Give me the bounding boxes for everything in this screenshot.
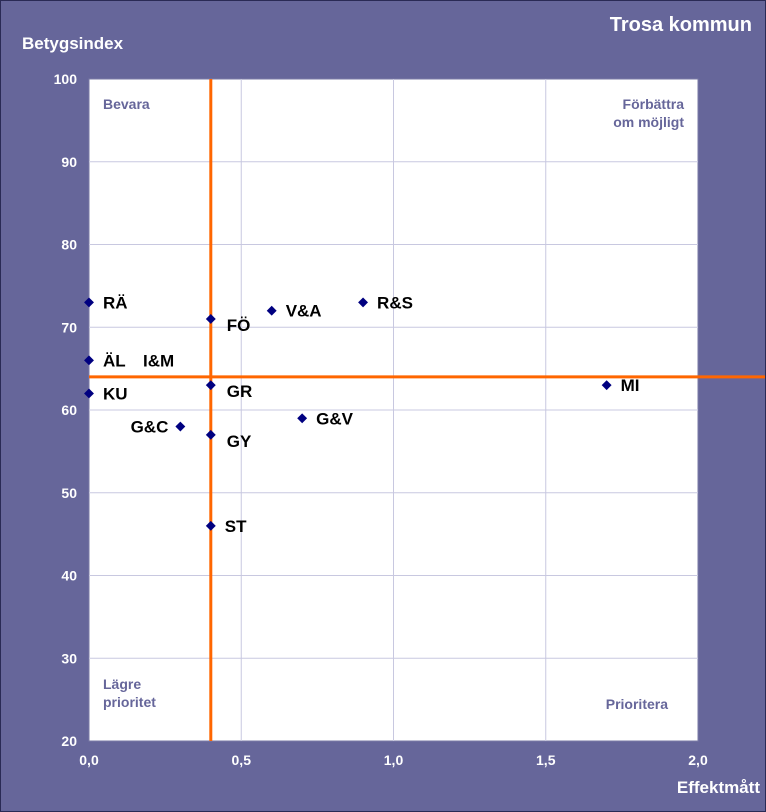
data-point	[175, 421, 186, 432]
data-point-label: ÄL	[103, 351, 126, 370]
y-tick-label: 90	[61, 154, 77, 170]
y-tick-label: 60	[61, 402, 77, 418]
x-tick-label: 0,0	[79, 752, 99, 768]
x-tick-label: 0,5	[232, 752, 252, 768]
data-point-label: GR	[227, 382, 253, 401]
quadrant-label-bottom-right: Prioritera	[606, 696, 668, 712]
y-tick-label: 50	[61, 485, 77, 501]
data-point	[205, 314, 216, 324]
y-tick-label: 40	[61, 568, 77, 584]
data-point	[358, 297, 368, 308]
data-point-label: RÄ	[103, 293, 128, 312]
x-tick-label: 1,5	[536, 752, 556, 768]
data-point-label: G&V	[316, 409, 354, 428]
data-point-label: I&M	[143, 351, 174, 370]
data-point	[205, 429, 216, 440]
y-axis-label: Betygsindex	[22, 34, 124, 53]
quadrant-label-bottom-left: prioritet	[103, 694, 156, 710]
data-point	[205, 520, 216, 531]
data-point-label: GY	[227, 432, 252, 451]
data-point	[266, 305, 277, 316]
x-tick-label: 1,0	[384, 752, 404, 768]
chart-title: Trosa kommun	[609, 14, 752, 36]
x-tick-label: 2,0	[688, 752, 708, 768]
data-point	[601, 380, 612, 391]
quadrant-label-top-left: Bevara	[103, 96, 150, 112]
data-point-label: FÖ	[227, 316, 251, 335]
y-tick-label: 70	[61, 319, 77, 335]
quadrant-label-top-right: om möjligt	[613, 114, 684, 130]
data-point-label: G&C	[131, 418, 169, 437]
y-tick-label: 30	[61, 650, 77, 666]
data-point-label: KU	[103, 384, 128, 403]
quadrant-label-bottom-left: Lägre	[103, 676, 141, 692]
data-point	[205, 380, 216, 391]
quadrant-label-top-right: Förbättra	[623, 96, 685, 112]
y-tick-label: 80	[61, 237, 77, 253]
data-point-label: MI	[621, 376, 640, 395]
data-point-label: R&S	[377, 293, 413, 312]
x-axis-label: Effektmått	[676, 778, 760, 797]
y-tick-label: 100	[54, 71, 78, 87]
data-point-label: ST	[225, 517, 247, 536]
data-point	[297, 413, 308, 424]
data-point-label: V&A	[286, 302, 322, 321]
y-tick-label: 20	[61, 733, 77, 749]
